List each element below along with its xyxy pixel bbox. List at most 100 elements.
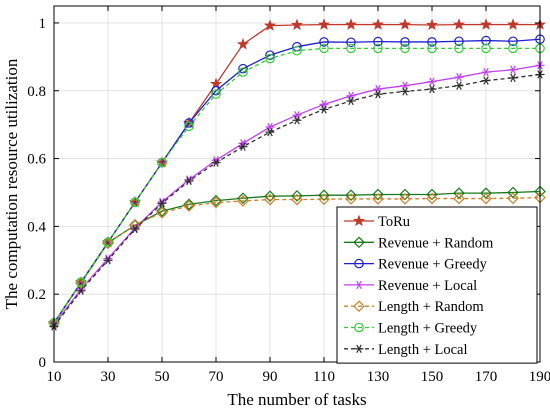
- data-point: [184, 176, 194, 186]
- data-point: [506, 18, 520, 30]
- data-point: [157, 199, 167, 208]
- x-tick-label: 50: [155, 369, 170, 385]
- data-point: [238, 142, 248, 151]
- legend-entry: Revenue + Random: [344, 235, 494, 251]
- data-point: [103, 254, 113, 263]
- data-point: [452, 18, 466, 30]
- asterisk-stroke: [159, 199, 165, 208]
- data-point: [373, 89, 383, 99]
- asterisk-stroke: [267, 127, 273, 137]
- data-point: [345, 189, 357, 202]
- legend-swatch-marker: [354, 258, 364, 269]
- asterisk-stroke: [429, 84, 435, 94]
- data-point: [238, 67, 248, 77]
- asterisk-stroke: [510, 65, 516, 74]
- data-point: [508, 36, 518, 47]
- data-point: [481, 67, 491, 77]
- asterisk-stroke: [348, 96, 354, 106]
- legend-label: Revenue + Random: [378, 235, 494, 251]
- legend-swatch-marker: [354, 344, 364, 353]
- legend-entry: Revenue + Local: [344, 278, 477, 294]
- series-group: [47, 18, 547, 331]
- x-tick-label: 70: [209, 369, 224, 385]
- data-point: [103, 256, 113, 265]
- legend-entry: ToRu: [344, 214, 410, 230]
- asterisk-stroke: [186, 176, 192, 186]
- data-point: [373, 43, 383, 54]
- legend-label: Revenue + Local: [378, 278, 477, 294]
- x-tick-label: 150: [421, 369, 444, 385]
- data-point: [346, 96, 356, 106]
- y-tick-label: 0.2: [27, 287, 46, 303]
- axis-ticks: 10 30 50 70 90 110 130 150 170 190 0 0.2 0.4 0.6 0.8 1: [27, 6, 550, 385]
- x-tick-label: 170: [475, 369, 498, 385]
- data-point: [237, 192, 249, 205]
- data-point: [292, 116, 302, 125]
- data-point: [371, 18, 385, 30]
- data-point: [236, 37, 250, 50]
- data-point: [211, 89, 221, 99]
- x-tick-label: 10: [47, 369, 62, 385]
- data-point: [211, 85, 221, 96]
- data-point: [319, 37, 329, 47]
- asterisk-stroke: [356, 344, 362, 353]
- x-tick-label: 190: [529, 369, 550, 385]
- data-point: [480, 192, 492, 205]
- asterisk-stroke: [483, 76, 489, 85]
- data-point: [265, 127, 275, 137]
- data-point: [508, 65, 518, 74]
- y-tick-label: 0.8: [27, 84, 46, 100]
- data-point: [317, 18, 331, 30]
- y-tick-label: 1: [39, 16, 47, 32]
- x-tick-label: 30: [101, 369, 116, 385]
- data-point: [184, 118, 194, 128]
- legend-label: Length + Local: [378, 342, 468, 358]
- data-point: [75, 277, 87, 289]
- data-point: [346, 37, 356, 48]
- asterisk-stroke: [429, 77, 435, 86]
- y-tick-label: 0.6: [27, 152, 46, 168]
- data-point: [454, 36, 464, 47]
- data-point: [211, 158, 221, 167]
- asterisk-stroke: [456, 81, 462, 90]
- data-point: [264, 193, 276, 206]
- series-line: [53, 47, 540, 324]
- plot-frame: [53, 5, 541, 363]
- legend-swatch-marker: [352, 214, 366, 227]
- data-point: [373, 36, 383, 47]
- data-point: [238, 63, 248, 74]
- series-6: [49, 70, 545, 331]
- data-point: [210, 194, 222, 207]
- legend-swatch-marker: [353, 236, 365, 249]
- data-point: [156, 206, 168, 219]
- asterisk-stroke: [375, 89, 381, 99]
- data-point: [263, 19, 277, 31]
- legend-swatch-marker: [353, 300, 365, 313]
- data-point: [399, 193, 411, 205]
- legend-label: ToRu: [378, 214, 410, 230]
- series-line: [53, 196, 541, 324]
- data-point: [400, 37, 410, 47]
- legend-entry: Length + Greedy: [344, 321, 478, 337]
- legend-swatch-marker: [354, 322, 364, 333]
- data-point: [76, 277, 86, 288]
- data-point: [454, 43, 464, 54]
- data-point: [130, 197, 140, 208]
- data-point: [427, 77, 437, 86]
- data-point: [210, 196, 222, 209]
- data-point: [426, 188, 438, 201]
- data-point: [344, 18, 358, 30]
- data-point: [183, 198, 195, 211]
- data-point: [184, 121, 194, 132]
- data-point: [372, 193, 384, 205]
- data-point: [479, 18, 493, 30]
- data-point: [507, 192, 519, 205]
- asterisk-stroke: [356, 280, 362, 290]
- data-point: [508, 43, 518, 54]
- data-point: [372, 188, 384, 201]
- asterisk-stroke: [78, 286, 84, 295]
- asterisk-stroke: [510, 73, 516, 83]
- x-axis-title: The number of tasks: [227, 390, 366, 409]
- asterisk-stroke: [321, 105, 327, 114]
